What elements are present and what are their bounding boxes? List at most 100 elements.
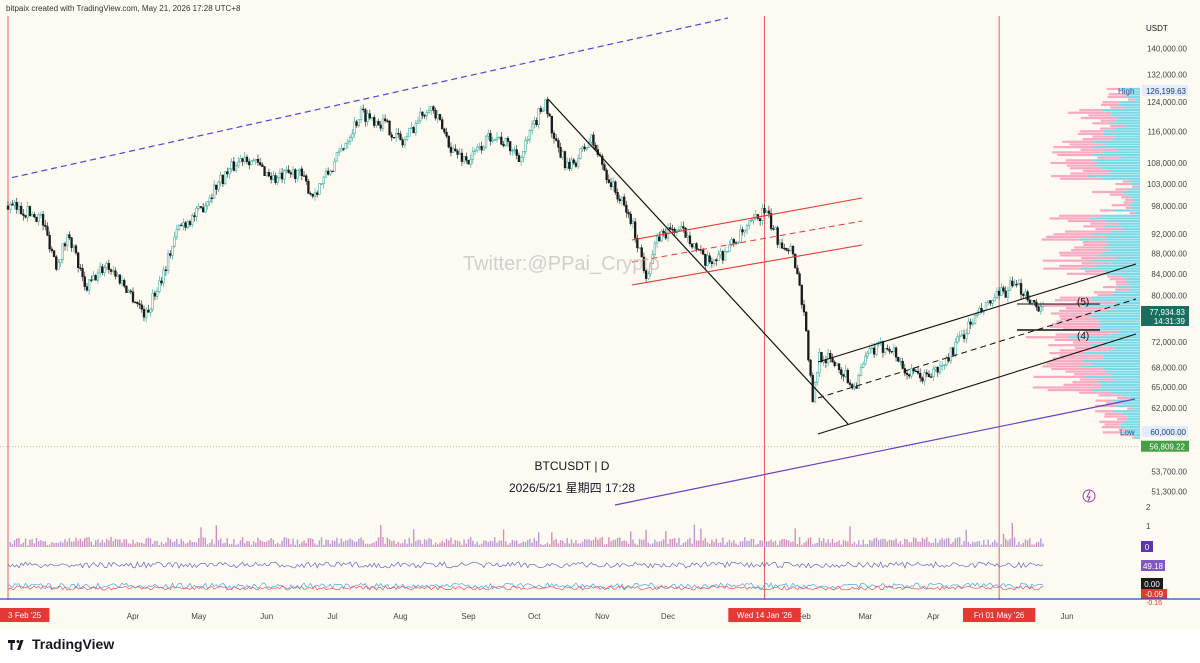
volume-bar <box>880 539 882 547</box>
volume-profile-bar <box>1115 119 1140 122</box>
volume-bar <box>623 540 625 547</box>
candle <box>664 232 667 239</box>
volume-profile-bar <box>1106 309 1140 312</box>
volume-bar <box>294 544 296 547</box>
level-value: 56,809.22 <box>1149 443 1185 452</box>
annotation-symbol: BTCUSDT | D <box>535 459 610 473</box>
candle <box>408 127 411 137</box>
volume-profile-bar <box>1059 177 1102 180</box>
volume-bar <box>171 542 174 547</box>
candle <box>41 214 45 226</box>
candle <box>815 372 819 383</box>
volume-bar <box>92 544 95 547</box>
volume-bar <box>404 539 406 547</box>
volume-profile-bar <box>1104 412 1123 415</box>
volume-bar <box>268 540 270 547</box>
candle <box>348 137 352 142</box>
volume-bar <box>726 542 728 547</box>
candle <box>138 303 141 306</box>
volume-bar <box>312 538 314 547</box>
volume-bar <box>434 542 437 547</box>
candle <box>691 243 694 248</box>
volume-profile-bar <box>1106 241 1140 244</box>
candles <box>6 96 1045 404</box>
time-tick-label: Aug <box>393 612 407 621</box>
volume-bar <box>31 538 33 547</box>
volume-profile-bar <box>1066 272 1106 275</box>
volume-profile-bar <box>1117 116 1140 120</box>
candle <box>169 253 172 256</box>
volume-bar <box>741 541 744 547</box>
volume-profile-bar <box>1110 391 1140 394</box>
volume-bars <box>7 522 1044 547</box>
candle <box>267 172 271 177</box>
volume-profile-bar <box>1059 251 1103 254</box>
candle <box>245 156 249 162</box>
candle <box>991 300 994 304</box>
volume-profile-bar <box>1131 433 1140 437</box>
volume-scale-label: 2 <box>1146 503 1151 512</box>
volume-profile-bar <box>1120 425 1140 429</box>
volume-bar <box>342 541 345 547</box>
volume-profile-bar <box>1120 156 1140 159</box>
volume-bar <box>57 542 60 547</box>
candle <box>535 120 538 125</box>
tradingview-brand[interactable]: TradingView <box>32 636 115 652</box>
volume-bar <box>553 540 555 547</box>
volume-bar <box>899 541 902 547</box>
volume-bar <box>51 542 53 547</box>
volume-profile-bar <box>1092 135 1116 138</box>
volume-bar <box>520 542 522 547</box>
price-tick-label: 92,000.00 <box>1151 230 1187 239</box>
candle <box>881 341 885 353</box>
volume-profile-bar <box>1075 301 1116 305</box>
candle <box>469 159 472 165</box>
candle <box>467 160 470 165</box>
volume-profile-bar <box>1123 227 1140 231</box>
volume-bar <box>658 541 660 547</box>
volume-profile-bar <box>1092 190 1123 194</box>
volume-bar <box>1033 544 1035 547</box>
volume-bar <box>202 537 204 547</box>
volume-bar <box>463 539 465 547</box>
volume-profile-bar <box>1110 230 1140 233</box>
volume-bar <box>855 544 858 547</box>
volume-bar <box>619 537 621 547</box>
tradingview-logo-icon[interactable] <box>8 640 28 650</box>
volume-profile-bar <box>1115 127 1140 130</box>
volume-bar <box>921 537 924 547</box>
volume-profile-bar <box>1124 106 1140 109</box>
volume-profile-bar <box>1121 431 1140 434</box>
volume-profile-bar <box>1131 206 1140 209</box>
candle <box>566 161 569 169</box>
volume-bar <box>114 538 117 547</box>
volume-bar <box>213 544 215 547</box>
volume-profile-bar <box>1119 222 1140 225</box>
volume-bar <box>182 541 185 547</box>
volume-profile-bar <box>1125 193 1140 196</box>
volume-bar <box>206 544 209 547</box>
volume-profile-bar <box>1134 436 1140 439</box>
candle <box>476 147 479 151</box>
volume-bar <box>772 541 774 547</box>
volume-bar <box>546 542 549 547</box>
candle <box>259 162 262 165</box>
macd-line <box>7 582 1044 590</box>
volume-bar <box>961 544 963 547</box>
volume-bar <box>1022 542 1024 547</box>
candle <box>783 247 786 250</box>
time-axis: Apr May Jun Jul Aug Sep Oct Nov Dec Feb Mar Apr Jun 3… <box>0 608 1074 622</box>
candle <box>487 133 490 137</box>
candle <box>1008 280 1012 291</box>
candle <box>651 254 654 264</box>
volume-profile-bar <box>1050 175 1088 178</box>
candle <box>995 290 999 298</box>
candle <box>886 348 889 350</box>
upper-trendline <box>11 17 729 179</box>
candle <box>954 341 957 355</box>
volume-bar <box>939 539 941 547</box>
candle <box>212 184 216 199</box>
volume-bar <box>671 538 674 547</box>
candle <box>609 182 613 188</box>
